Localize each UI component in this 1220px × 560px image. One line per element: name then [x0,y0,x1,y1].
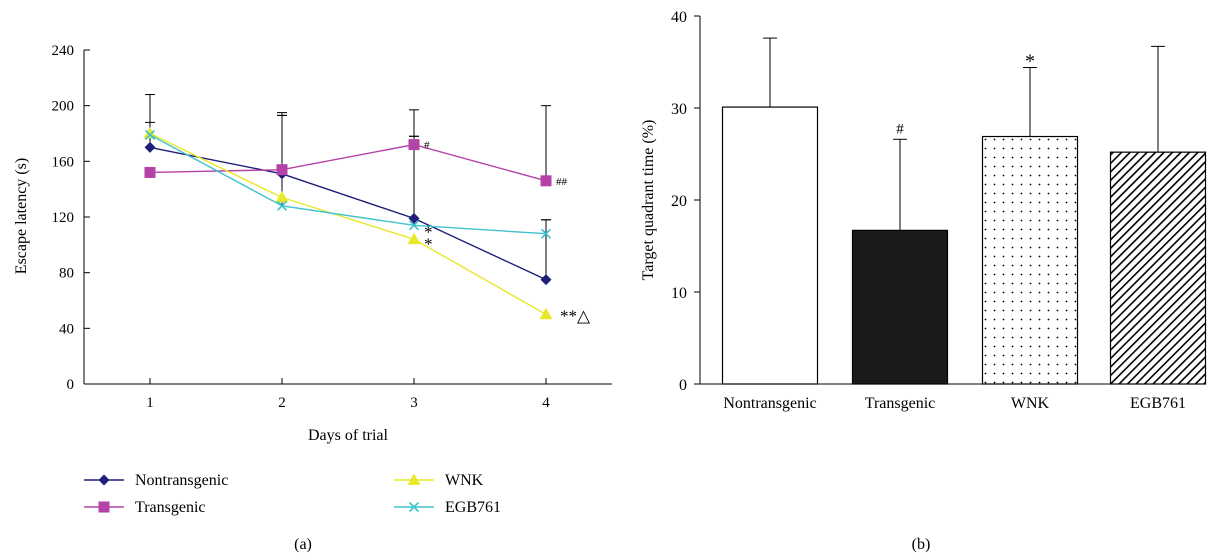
panel-a-y-tick-label: 40 [59,321,74,337]
series-line-nontransgenic [149,146,547,281]
legend-label: Nontransgenic [135,472,228,489]
panel-a-y-axis-title: Escape latency (s) [13,158,30,274]
data-point-egb761 [276,200,288,211]
data-point-nontransgenic [540,274,552,286]
series-line-egb761 [149,134,547,235]
panel-b-y-tick-label: 20 [671,193,687,210]
panel-a-axes: 0 40 80 120 160 200 240 1 2 3 4 [52,43,612,411]
panel-b-bars [721,37,1207,385]
legend-label: Transgenic [135,499,206,516]
panel-a-x-axis-title: Days of trial [308,427,389,444]
bar-nontransgenic [721,106,819,385]
panel-a-x-tick-label: 2 [278,395,286,411]
series-line-wnk [149,132,547,316]
data-point-wnk [275,191,289,203]
data-point-nontransgenic [408,212,420,224]
panel-a-y-tick-label: 120 [52,210,75,226]
panel-b-x-tick-label: WNK [1011,395,1050,412]
panel-a-y-tick-label: 0 [67,377,75,393]
data-point-egb761 [408,220,420,231]
legend-item-transgenic: Transgenic [84,499,206,516]
significance-mark: * [424,234,433,253]
panel-b-x-tick-label: Nontransgenic [723,395,816,412]
significance-mark: * [424,222,433,241]
panel-b-y-axis-title: Target quadrant time (%) [640,120,657,281]
panel-a-x-tick-label: 4 [542,395,550,411]
significance-mark: * [1025,51,1035,73]
panel-a-label: (a) [294,536,312,553]
bar-egb761 [1109,151,1207,385]
legend-label: EGB761 [445,499,501,516]
legend-swatch-marker [407,473,421,485]
data-point-wnk [539,307,553,320]
panel-b-y-tick-label: 10 [671,285,687,302]
panel-b-annotations: #* [896,51,1035,138]
data-point-transgenic [408,139,420,151]
data-point-egb761 [540,228,552,239]
panel-a-y-tick-label: 160 [52,154,75,170]
data-point-transgenic [144,166,156,178]
data-point-egb761-stroke-2 [276,200,288,211]
significance-mark: **△ [560,306,591,325]
data-point-wnk [143,127,157,139]
legend-item-nontransgenic: Nontransgenic [84,472,228,489]
legend-label: WNK [445,472,484,489]
panel-a-y-tick-label: 240 [52,43,75,59]
data-point-wnk [407,232,421,245]
data-point-egb761-stroke-2 [144,129,156,140]
panel-b-y-tick-label: 40 [671,9,687,26]
panel-a-y-tick-label: 200 [52,99,75,115]
significance-mark: # [424,140,430,152]
panel-a-series [143,94,553,320]
panel-b-y-tick-label: 0 [679,377,687,394]
panel-b-y-tick-label: 30 [671,101,687,118]
legend-item-wnk: WNK [394,472,484,489]
panel-a-x-tick-label: 1 [146,395,154,411]
panel-a-annotations: ###****△ [424,140,591,326]
panel-b-x-tick-label: EGB761 [1130,395,1186,412]
data-point-egb761-stroke-2 [408,220,420,231]
panel-a-legend: Nontransgenic Transgenic WNK EGB761 [84,472,501,516]
data-point-egb761 [144,129,156,140]
legend-swatch-marker-stroke-2 [408,501,420,513]
legend-swatch-marker [98,501,110,513]
significance-mark: ## [556,176,568,188]
bar-wnk [981,135,1079,385]
panel-b-label: (b) [912,536,931,553]
bar-transgenic [851,229,949,385]
panel-a-y-tick-label: 80 [59,266,74,282]
panel-b-x-tick-label: Transgenic [865,395,936,412]
legend-swatch-marker [408,501,420,513]
legend-swatch-marker [98,474,110,486]
significance-mark: # [896,121,904,137]
data-point-egb761-stroke-2 [540,228,552,239]
data-point-transgenic [540,175,552,187]
legend-item-egb761: EGB761 [394,499,501,516]
data-point-transgenic [276,164,288,176]
panel-a-x-tick-label: 3 [410,395,418,411]
panel-b-bar-chart: 0 10 20 30 40 Nontransgenic Transgenic WNK EGB76… [640,9,1207,553]
data-point-nontransgenic [144,141,156,153]
